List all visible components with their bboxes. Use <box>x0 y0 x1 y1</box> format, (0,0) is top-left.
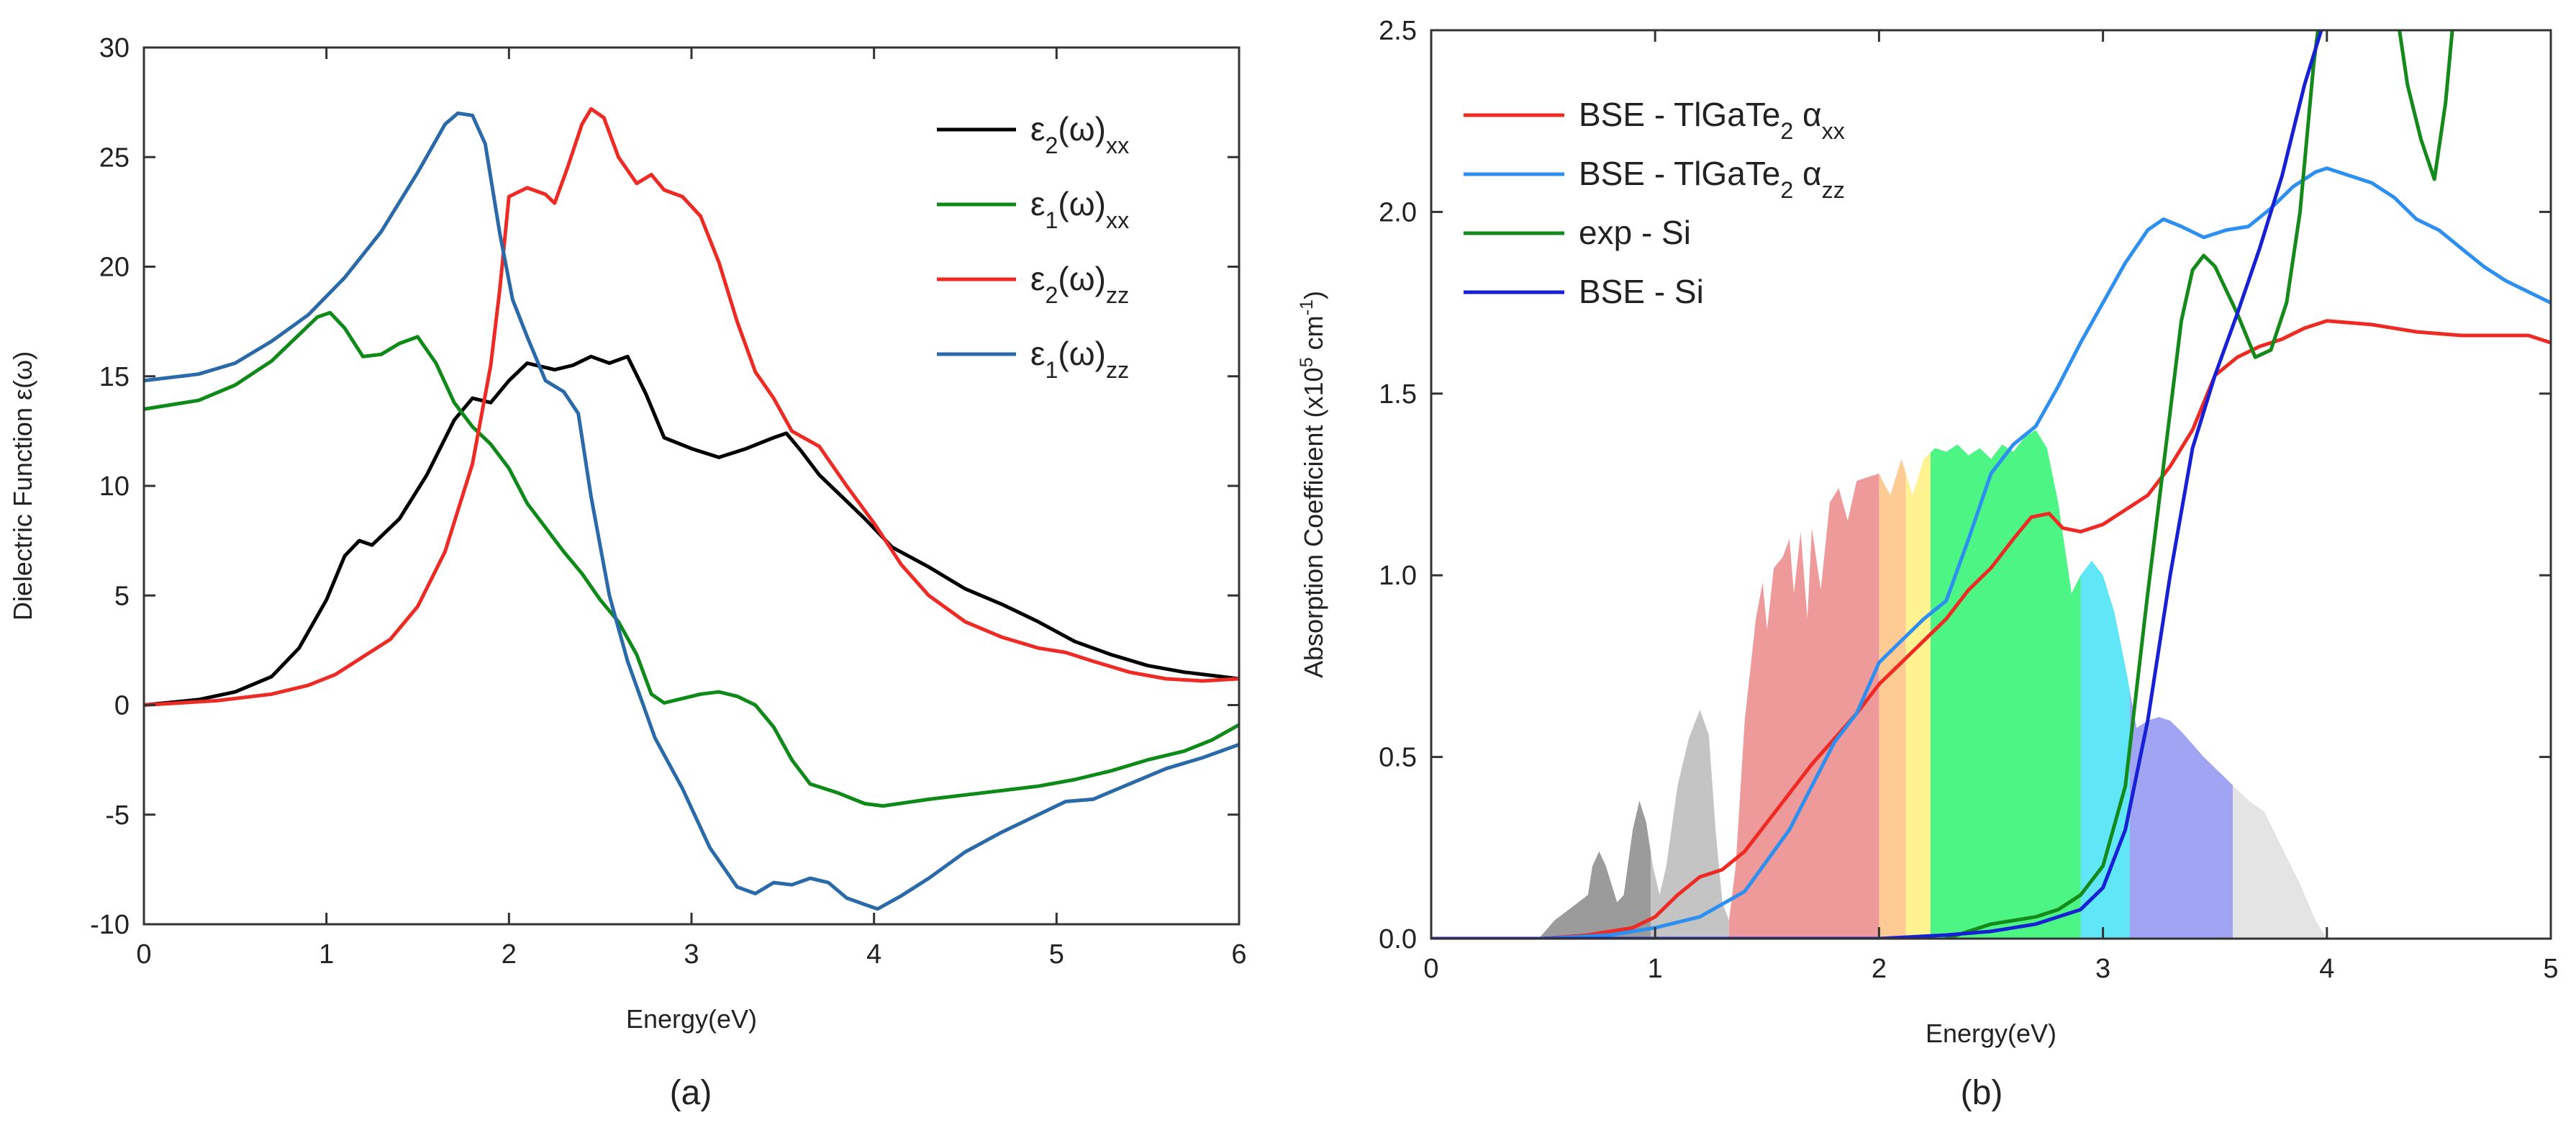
b-series-line-0 <box>1431 319 2551 939</box>
y-axis-title-b: Absorption Coefficient (x105 cm-1) <box>1297 291 1328 678</box>
spectrum-band-5 <box>1930 430 2081 939</box>
spectrum-band-8 <box>2233 430 2327 939</box>
x-tick-label: 4 <box>866 939 881 970</box>
b-legend-label-3: BSE - Si <box>1579 273 1704 310</box>
y-tick-label: 0.0 <box>1379 924 1417 954</box>
a-legend-label-3: ε1(ω)zz <box>1030 335 1129 383</box>
x-tick-label: 4 <box>2319 954 2334 984</box>
x-tick-label: 0 <box>136 939 151 970</box>
plot-frame-b <box>1430 29 2552 940</box>
x-tick-label: 5 <box>2543 954 2558 984</box>
x-tick-label: 6 <box>1231 939 1246 970</box>
x-tick-label: 0 <box>1423 954 1438 984</box>
y-axis-title-a: Dielectric Function ε(ω) <box>8 351 37 620</box>
a-legend-label-1: ε1(ω)xx <box>1030 185 1129 233</box>
panel-caption-a: (a) <box>670 1074 712 1112</box>
a-legend-label-0: ε2(ω)xx <box>1030 110 1129 158</box>
panel-caption-b: (b) <box>1961 1074 2003 1112</box>
y-tick-label: 15 <box>99 362 130 392</box>
a-series-line-3 <box>144 111 1239 911</box>
y-tick-label: 2.0 <box>1379 197 1417 227</box>
y-tick-label: 1.5 <box>1379 379 1417 410</box>
y-tick-label: 20 <box>99 253 130 283</box>
x-tick-label: 2 <box>1872 954 1887 984</box>
b-series-line-1 <box>1431 166 2551 939</box>
x-tick-label: 1 <box>319 939 334 970</box>
y-tick-label: 2.5 <box>1379 16 1417 46</box>
legend-a: ε2(ω)xx ε1(ω)xx ε2(ω)zz ε1(ω)zz <box>937 110 1129 383</box>
x-tick-label: 5 <box>1049 939 1064 970</box>
plot-frame-a <box>142 46 1241 926</box>
panel-a: 0 1 2 3 4 5 6 -10 -5 0 5 10 15 20 25 30 Energy(eV) Die… <box>8 33 1247 1112</box>
b-legend-label-2: exp - Si <box>1579 214 1691 251</box>
spectrum-band-4 <box>1905 430 1931 939</box>
y-tick-label: 5 <box>114 581 130 611</box>
x-tick-label: 1 <box>1648 954 1663 984</box>
x-tick-label: 3 <box>2095 954 2110 984</box>
spectrum-band-7 <box>2129 430 2233 939</box>
y-tick-label: -10 <box>90 910 130 940</box>
b-legend-label-0: BSE - TlGaTe2 αxx <box>1579 96 1845 144</box>
spectrum-band-3 <box>1879 430 1906 939</box>
b-series-line-2 <box>1944 30 2454 939</box>
y-tick-label: 25 <box>99 143 130 173</box>
b-legend-label-1: BSE - TlGaTe2 αzz <box>1579 155 1845 203</box>
x-tick-label: 3 <box>684 939 699 970</box>
y-tick-label: -5 <box>105 800 130 831</box>
y-tick-label: 0 <box>114 691 130 721</box>
x-axis-title-b: Energy(eV) <box>1926 1019 2056 1048</box>
y-tick-label: 30 <box>99 33 130 63</box>
x-tick-label: 2 <box>502 939 517 970</box>
y-tick-label: 0.5 <box>1379 743 1417 773</box>
y-tick-label: 1.0 <box>1379 561 1417 591</box>
a-legend-label-2: ε2(ω)zz <box>1030 260 1129 308</box>
a-series-line-1 <box>144 310 1239 808</box>
b-series-line-3 <box>1431 30 2323 939</box>
legend-b: BSE - TlGaTe2 αxx BSE - TlGaTe2 αzz exp - … <box>1464 96 1845 310</box>
a-series-line-2 <box>144 107 1239 707</box>
x-axis-title-a: Energy(eV) <box>626 1004 757 1034</box>
panel-b: 0 1 2 3 4 5 0.0 0.5 1.0 1.5 2.0 2.5 Energy(eV) Abs… <box>1297 16 2559 1112</box>
a-series-line-0 <box>144 354 1239 707</box>
y-tick-label: 10 <box>99 471 130 502</box>
